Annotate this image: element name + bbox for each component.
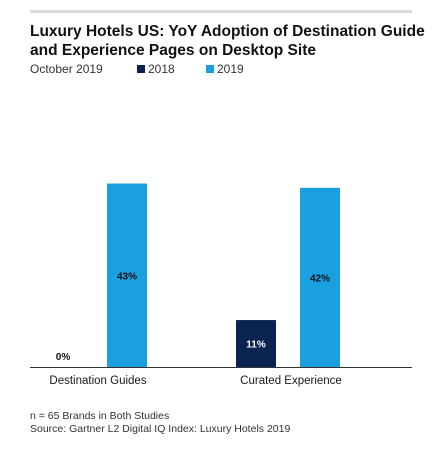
footnote-sample-size: n = 65 Brands in Both Studies bbox=[30, 410, 170, 422]
category-label-curated-experience: Curated Experience bbox=[240, 375, 342, 387]
legend-swatch-2019 bbox=[206, 65, 214, 73]
chart-subtitle: October 2019 bbox=[30, 62, 103, 76]
legend-label-2018: 2018 bbox=[148, 62, 175, 76]
data-label-curated-experience-2019: 42% bbox=[310, 273, 330, 284]
legend-label-2019: 2019 bbox=[217, 62, 244, 76]
bar-destination-guides-2019 bbox=[107, 183, 147, 367]
top-rule bbox=[30, 10, 412, 13]
legend-item-2018: 2018 bbox=[137, 62, 175, 76]
data-label-destination-guides-2019: 43% bbox=[117, 271, 137, 282]
chart-title: Luxury Hotels US: YoY Adoption of Destin… bbox=[30, 23, 425, 59]
data-label-destination-guides-2018: 0% bbox=[56, 352, 71, 363]
legend-swatch-2018 bbox=[137, 65, 145, 73]
bar-curated-experience-2018 bbox=[236, 320, 276, 367]
footnote: n = 65 Brands in Both Studies Source: Ga… bbox=[30, 410, 290, 436]
data-label-curated-experience-2018: 11% bbox=[246, 340, 266, 351]
bar-curated-experience-2019 bbox=[300, 187, 340, 367]
legend-item-2019: 2019 bbox=[206, 62, 244, 76]
category-label-destination-guides: Destination Guides bbox=[49, 375, 146, 387]
footnote-source: Source: Gartner L2 Digital IQ Index: Lux… bbox=[30, 423, 291, 435]
